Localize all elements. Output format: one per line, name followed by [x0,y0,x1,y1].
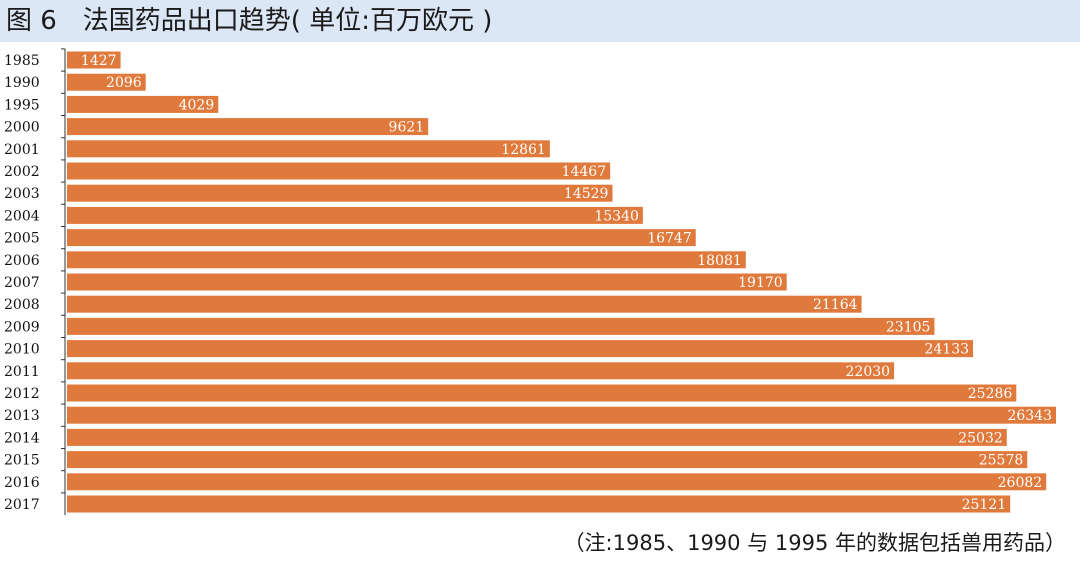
bar-2004 [67,206,643,224]
y-tick-label: 2009 [4,319,40,335]
bars [67,51,1056,513]
data-label: 25578 [979,453,1024,469]
y-tick-label: 1990 [4,75,40,91]
y-tick-label: 1985 [4,53,40,69]
data-label: 4029 [179,97,215,113]
data-label: 26343 [1007,408,1052,424]
data-label: 26082 [998,475,1043,491]
y-tick-label: 2017 [4,497,40,513]
data-label: 25121 [962,497,1007,513]
y-tick-label: 2006 [4,253,40,269]
data-label: 23105 [886,319,931,335]
y-tick-label: 2000 [4,120,40,136]
y-tick-label: 2012 [4,386,40,402]
bar-2002 [67,162,611,180]
data-label: 1427 [81,53,117,69]
data-label: 15340 [594,208,639,224]
chart-title: 图 6 法国药品出口趋势( 单位:百万欧元 ) [6,6,493,36]
y-tick-label: 2004 [4,208,40,224]
y-tick-label: 2014 [4,430,40,446]
data-label: 16747 [647,231,692,247]
bar-2001 [67,140,550,158]
bar-chart: 1985 1427 1990 2096 1995 4029 2000 9621 2001 1286… [4,48,1056,516]
bar-2005 [67,229,696,247]
footnote: （注:1985、1990 与 1995 年的数据包括兽用药品） [563,531,1066,555]
y-tick-label: 2008 [4,297,40,313]
y-tick-label: 2007 [4,275,40,291]
bar-2000 [67,118,429,136]
y-tick-label: 2016 [4,475,40,491]
y-tick-label: 2002 [4,164,40,180]
data-label: 9621 [389,120,425,136]
data-label: 25286 [968,386,1013,402]
bar-2014 [67,428,1007,446]
bar-1990 [67,73,146,91]
y-tick-label: 2003 [4,186,40,202]
bar-2015 [67,451,1028,469]
y-tick-label: 2010 [4,342,40,358]
y-tick-label: 2015 [4,453,40,469]
y-tick-label: 1995 [4,97,40,113]
bar-2016 [67,473,1047,491]
bar-2012 [67,384,1017,402]
data-label: 12861 [501,142,546,158]
bar-2013 [67,406,1056,424]
bar-2010 [67,340,974,358]
title-bar: 图 6 法国药品出口趋势( 单位:百万欧元 ) [0,0,1080,42]
bar-2007 [67,273,787,291]
data-label: 21164 [813,297,858,313]
y-tick-label: 2013 [4,408,40,424]
bar-2011 [67,362,895,380]
data-label: 24133 [924,342,969,358]
data-label: 2096 [106,75,142,91]
data-label: 22030 [846,364,891,380]
labels: 1985 1427 1990 2096 1995 4029 2000 9621 2001 1286… [4,53,1052,513]
data-label: 14467 [562,164,607,180]
data-label: 25032 [958,430,1003,446]
bar-2008 [67,295,862,313]
data-label: 19170 [738,275,783,291]
y-axis [61,48,66,516]
bar-2009 [67,317,935,335]
data-label: 18081 [697,253,742,269]
bar-2003 [67,184,613,202]
y-tick-label: 2011 [4,364,40,380]
bar-1985 [67,51,121,69]
bar-2006 [67,251,746,269]
bar-2017 [67,495,1011,513]
y-tick-label: 2001 [4,142,40,158]
y-tick-label: 2005 [4,231,40,247]
data-label: 14529 [564,186,609,202]
bar-1995 [67,95,219,113]
